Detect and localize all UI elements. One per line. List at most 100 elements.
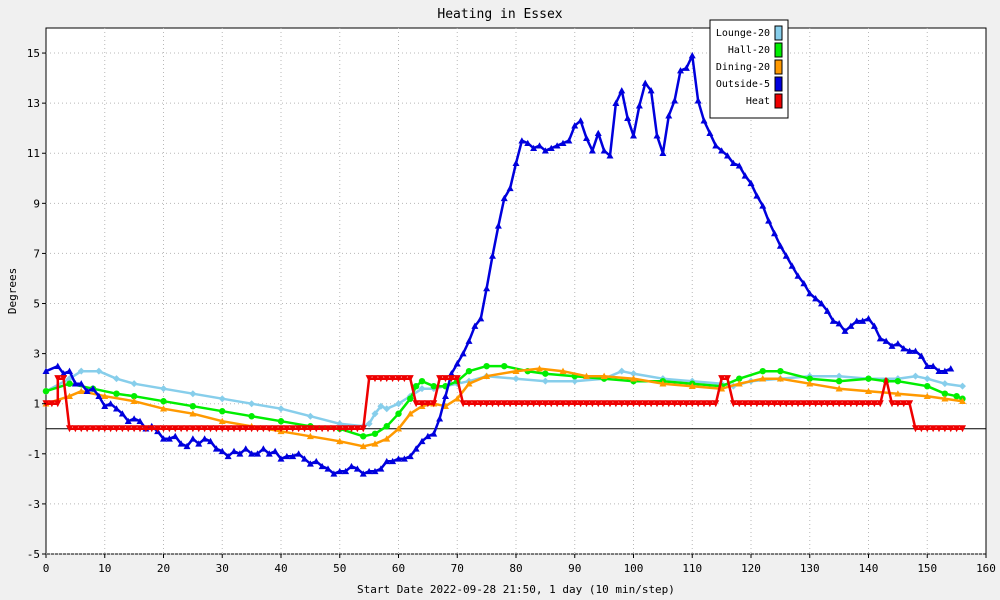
data-point	[248, 400, 256, 408]
data-point	[447, 375, 455, 383]
data-point	[718, 147, 726, 154]
data-point	[171, 425, 179, 433]
data-point	[941, 395, 949, 402]
data-point	[806, 400, 814, 408]
data-point	[923, 362, 931, 369]
data-point	[859, 400, 867, 408]
data-point	[406, 410, 414, 417]
data-point	[541, 147, 549, 154]
data-point	[459, 350, 467, 357]
data-point	[577, 117, 585, 124]
legend: Lounge-20 Hall-20 Dining-20 Outside-5 Heat	[709, 19, 789, 119]
y-tick-label: -5	[27, 548, 40, 561]
data-point	[665, 112, 673, 119]
series-outside-5	[42, 52, 955, 477]
y-tick-label: 13	[27, 97, 40, 110]
data-point	[83, 425, 91, 433]
data-point	[318, 462, 326, 470]
data-point	[189, 410, 197, 417]
data-point	[118, 410, 126, 417]
data-point	[865, 387, 872, 394]
data-point	[747, 400, 755, 408]
data-point	[912, 425, 919, 433]
data-point	[424, 432, 432, 440]
x-axis-label: Start Date 2022-09-28 21:50, 1 day (10 m…	[357, 583, 675, 596]
data-point	[841, 400, 849, 408]
x-tick-label: 150	[917, 562, 937, 575]
data-point	[195, 425, 203, 433]
data-point	[342, 467, 350, 475]
legend-label: Dining-20	[716, 62, 770, 73]
data-point	[113, 405, 120, 412]
data-point	[506, 184, 514, 192]
data-point	[500, 400, 508, 408]
data-point	[66, 425, 73, 433]
data-point	[383, 435, 391, 442]
data-point	[218, 425, 226, 433]
data-point	[512, 375, 520, 383]
data-point	[518, 400, 526, 408]
data-point	[130, 393, 138, 400]
data-point	[759, 367, 766, 375]
data-point	[365, 467, 373, 475]
data-point	[377, 465, 385, 472]
data-point	[77, 387, 85, 394]
data-point	[465, 367, 473, 375]
data-point	[888, 342, 896, 349]
data-point	[700, 400, 708, 408]
data-point	[383, 375, 391, 383]
data-point	[724, 152, 731, 159]
data-point	[101, 392, 109, 399]
data-point	[665, 400, 673, 408]
y-tick-label: 1	[33, 398, 40, 411]
data-point	[618, 400, 626, 408]
data-point	[447, 370, 455, 377]
data-point	[306, 460, 314, 467]
data-point	[465, 337, 473, 344]
data-point	[295, 450, 303, 457]
x-tick-label: 70	[451, 562, 464, 575]
data-point	[77, 367, 85, 375]
data-point	[712, 400, 720, 408]
data-point	[95, 367, 103, 375]
data-point	[418, 437, 426, 445]
data-point	[906, 347, 914, 354]
data-point	[559, 367, 567, 374]
grid	[46, 28, 986, 555]
data-point	[71, 425, 79, 433]
data-point	[953, 393, 960, 400]
data-point	[412, 400, 420, 408]
data-point	[66, 367, 73, 374]
data-point	[823, 400, 831, 408]
data-point	[494, 400, 502, 408]
x-tick-label: 50	[333, 562, 346, 575]
data-point	[236, 425, 244, 433]
data-point	[530, 400, 538, 408]
data-point	[483, 400, 491, 408]
data-point	[483, 372, 491, 379]
data-point	[165, 425, 173, 433]
data-point	[54, 400, 62, 408]
data-point	[612, 400, 620, 408]
data-point	[512, 367, 520, 374]
data-point	[682, 64, 690, 71]
data-point	[218, 417, 226, 425]
data-point	[342, 425, 350, 433]
data-point	[630, 370, 637, 378]
data-point	[929, 362, 937, 369]
data-point	[60, 370, 68, 377]
data-point	[818, 400, 825, 408]
data-point	[453, 360, 461, 367]
data-point	[865, 315, 872, 322]
data-point	[336, 425, 344, 433]
legend-swatch	[774, 59, 783, 75]
legend-swatch	[774, 76, 783, 92]
x-tick-label: 120	[741, 562, 761, 575]
data-point	[148, 425, 156, 433]
data-point	[677, 67, 684, 74]
x-tick-label: 110	[682, 562, 702, 575]
data-point	[348, 462, 355, 470]
data-point	[906, 400, 914, 408]
data-point	[741, 400, 749, 408]
data-point	[365, 420, 373, 428]
